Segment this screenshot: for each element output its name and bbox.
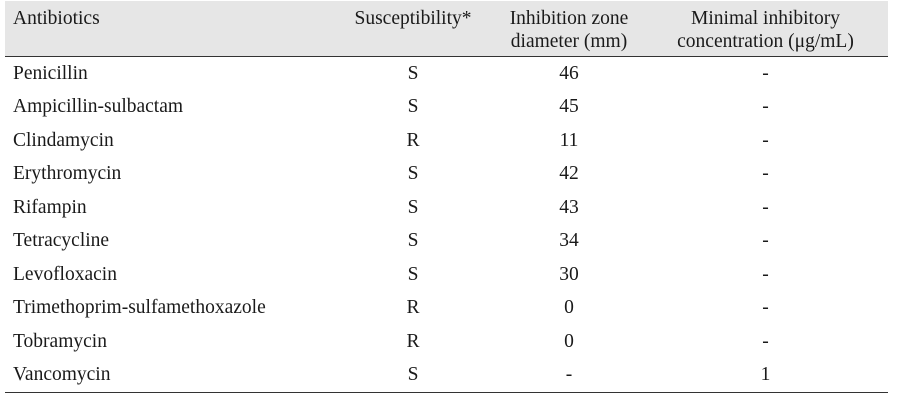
header-antibiotics: Antibiotics	[5, 1, 331, 57]
cell-antibiotic: Tobramycin	[13, 330, 107, 352]
cell-zone: 0	[564, 297, 574, 319]
cell-antibiotic: Clindamycin	[13, 129, 114, 151]
cell-zone: 0	[564, 330, 574, 352]
cell-antibiotic: Erythromycin	[13, 163, 122, 185]
header-mic-line-1: Minimal inhibitory	[691, 8, 840, 29]
cell-susceptibility: R	[406, 297, 420, 319]
table-row: Tetracycline S 34 -	[5, 225, 888, 259]
cell-antibiotic: Vancomycin	[5, 358, 331, 393]
cell-susceptibility: S	[407, 96, 419, 118]
antibiotic-susceptibility-table: Antibiotics Susceptibility* Inhibition z…	[5, 1, 888, 393]
cell-mic: -	[762, 196, 769, 218]
cell-antibiotic: Rifampin	[13, 196, 87, 218]
cell-susceptibility: S	[407, 62, 419, 84]
table-row: Trimethoprim-sulfamethoxazole R 0 -	[5, 292, 888, 326]
table-header: Antibiotics Susceptibility* Inhibition z…	[5, 1, 888, 57]
cell-mic: -	[762, 330, 769, 352]
header-inhibition-zone: Inhibition zone diameter (mm)	[495, 1, 643, 57]
cell-susceptibility: S	[407, 163, 419, 185]
table-row: Penicillin S 46 -	[5, 57, 888, 91]
cell-mic: -	[762, 96, 769, 118]
table-row: Erythromycin S 42 -	[5, 158, 888, 192]
cell-zone: 34	[559, 230, 579, 252]
cell-zone: 11	[559, 129, 579, 151]
table-row: Clindamycin R 11 -	[5, 124, 888, 158]
cell-zone: 30	[559, 263, 579, 285]
table-row: Rifampin S 43 -	[5, 191, 888, 225]
table-row: Tobramycin R 0 -	[5, 325, 888, 359]
cell-susceptibility: R	[406, 330, 420, 352]
cell-antibiotic: Tetracycline	[13, 230, 110, 252]
cell-susceptibility: R	[406, 129, 420, 151]
cell-mic: -	[762, 230, 769, 252]
cell-mic: -	[762, 129, 769, 151]
cell-mic: -	[762, 297, 769, 319]
cell-antibiotic: Levofloxacin	[13, 263, 117, 285]
table-row: Ampicillin-sulbactam S 45 -	[5, 91, 888, 125]
header-susceptibility-line-1: Susceptibility*	[354, 8, 472, 29]
cell-zone: 45	[559, 96, 579, 118]
cell-antibiotic: Ampicillin-sulbactam	[13, 96, 184, 118]
cell-zone: 42	[559, 163, 579, 185]
cell-susceptibility: S	[331, 358, 495, 393]
table-row: Levofloxacin S 30 -	[5, 258, 888, 292]
table-row: Vancomycin S - 1	[5, 358, 888, 393]
cell-zone: 46	[559, 62, 579, 84]
cell-mic: -	[762, 163, 769, 185]
cell-susceptibility: S	[407, 196, 419, 218]
cell-susceptibility: S	[407, 230, 419, 252]
cell-antibiotic: Trimethoprim-sulfamethoxazole	[13, 297, 266, 319]
header-susceptibility: Susceptibility*	[331, 1, 495, 57]
header-zone-line-1: Inhibition zone	[509, 8, 629, 29]
header-mic-line-2: concentration (μg/mL)	[677, 31, 854, 52]
cell-antibiotic: Penicillin	[13, 62, 88, 84]
cell-zone: -	[495, 358, 643, 393]
cell-zone: 43	[559, 196, 579, 218]
cell-mic: -	[762, 263, 769, 285]
header-mic: Minimal inhibitory concentration (μg/mL)	[643, 1, 888, 57]
cell-mic: -	[762, 62, 769, 84]
header-zone-line-2: diameter (mm)	[510, 31, 628, 52]
cell-susceptibility: S	[407, 263, 419, 285]
header-row: Antibiotics Susceptibility* Inhibition z…	[5, 1, 888, 57]
cell-mic: 1	[643, 358, 888, 393]
table-body: Penicillin S 46 - Ampicillin-sulbactam S…	[5, 57, 888, 393]
header-antibiotics-line-1: Antibiotics	[13, 8, 100, 29]
